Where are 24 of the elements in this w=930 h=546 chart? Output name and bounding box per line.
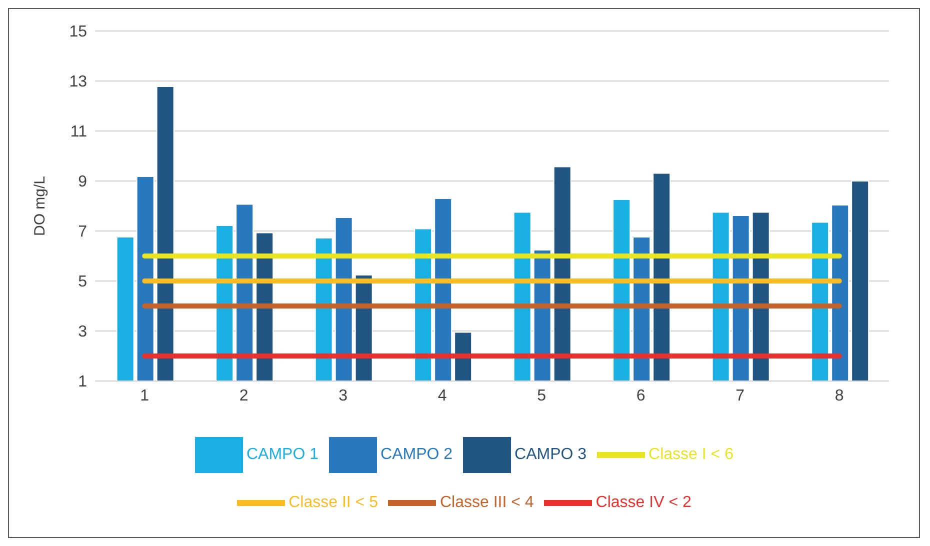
x-tick-label: 5 — [537, 387, 546, 404]
x-tick-label: 3 — [338, 387, 348, 404]
x-tick-label: 7 — [736, 387, 745, 404]
legend-label: Classe I < 6 — [648, 446, 734, 464]
legend-label: Classe II < 5 — [288, 494, 378, 512]
y-tick-label: 15 — [69, 24, 88, 41]
y-tick-label: 7 — [78, 224, 88, 241]
y-tick-label: 11 — [70, 124, 88, 141]
x-tick-label: 4 — [438, 387, 447, 404]
legend-label: Classe III < 4 — [440, 494, 534, 512]
y-tick-label: 1 — [78, 374, 88, 391]
legend-label: CAMPO 1 — [246, 446, 319, 464]
y-tick-label: 9 — [78, 174, 88, 191]
x-tick-label: 6 — [636, 387, 646, 404]
legend-label: CAMPO 2 — [380, 446, 453, 464]
x-tick-label: 1 — [140, 387, 150, 404]
x-tick-label: 8 — [834, 387, 844, 404]
legend-label: CAMPO 3 — [514, 446, 587, 464]
y-tick-label: 3 — [78, 324, 88, 341]
legend-label: Classe IV < 2 — [596, 494, 692, 512]
x-tick-label: 2 — [239, 387, 248, 404]
y-axis-title: DO mg/L — [31, 176, 48, 236]
y-tick-label: 13 — [69, 74, 88, 91]
y-tick-label: 5 — [78, 274, 88, 291]
